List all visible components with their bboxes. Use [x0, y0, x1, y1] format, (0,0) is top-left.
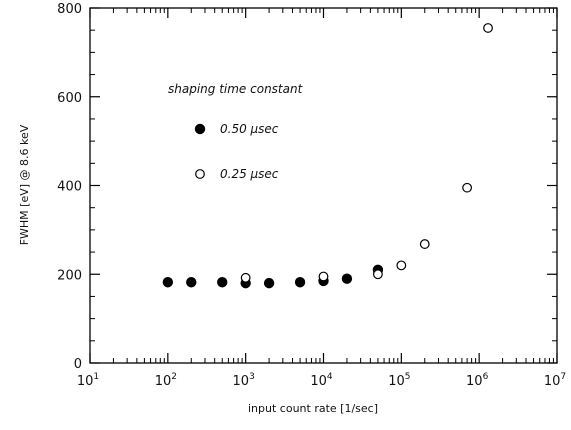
legend-marker [194, 123, 206, 135]
point-0.25us [419, 239, 430, 249]
point-0.50us [217, 277, 228, 288]
x-tick-label: 103 [233, 372, 255, 389]
point-0.50us [341, 273, 353, 284]
legend-label: 0.25 μsec [220, 167, 279, 181]
point-0.50us [162, 277, 174, 288]
x-tick-label: 101 [77, 372, 99, 389]
y-axis-title: FWHM [eV] @ 8.6 keV [18, 124, 31, 245]
legend: 0.50 μsec 0.25 μsec [194, 122, 279, 181]
y-tick-label: 800 [57, 2, 82, 17]
y-tick-label: 400 [57, 180, 82, 195]
y-tick-label: 0 [74, 357, 82, 372]
point-0.50us [294, 277, 306, 288]
plot-frame [89, 7, 558, 364]
point-0.25us [318, 271, 329, 282]
point-0.25us [240, 272, 251, 283]
legend-title: shaping time constant [168, 82, 304, 96]
point-0.25us [396, 260, 407, 271]
point-0.25us [483, 23, 493, 33]
x-axis-title: input count rate [1/sec] [248, 402, 378, 415]
x-tick-label: 107 [544, 372, 566, 389]
axis-ticks [89, 7, 558, 364]
y-tick-label: 200 [57, 268, 82, 283]
point-0.50us [263, 277, 275, 289]
x-tick-label: 104 [310, 372, 333, 389]
x-tick-label: 105 [388, 372, 410, 389]
point-0.25us [373, 269, 383, 280]
data-points [162, 23, 493, 289]
point-0.50us [186, 277, 197, 288]
x-tick-labels: 101 102 103 104 105 106 107 [77, 372, 566, 389]
x-tick-label: 106 [466, 372, 489, 389]
y-tick-label: 600 [57, 91, 82, 106]
x-tick-label: 102 [155, 372, 177, 389]
legend-marker [195, 169, 205, 179]
legend-label: 0.50 μsec [220, 122, 279, 136]
point-0.25us [462, 182, 473, 193]
y-tick-labels: 0 200 400 600 800 [57, 2, 82, 372]
